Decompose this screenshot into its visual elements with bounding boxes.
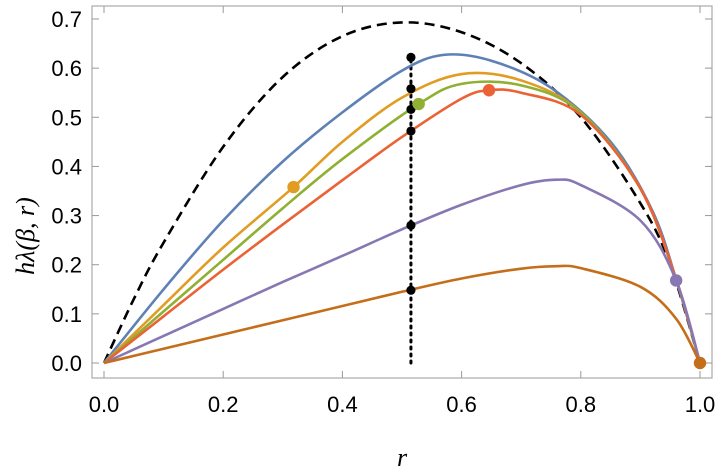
series-line-1	[102, 53, 702, 364]
y-tick-label: 0.3	[51, 204, 82, 229]
y-tick-label: 0.5	[51, 105, 82, 130]
x-tick-label: 0.0	[89, 392, 120, 417]
y-tick-label: 0.2	[51, 253, 82, 278]
data-points	[287, 52, 707, 370]
black-point	[406, 84, 416, 94]
x-tick-label: 0.6	[446, 392, 477, 417]
plot-border	[91, 5, 713, 379]
black-point	[406, 52, 416, 62]
series-line-5	[103, 178, 702, 365]
series-line-4	[103, 88, 702, 365]
x-tick-label: 0.4	[327, 392, 358, 417]
colored-point	[287, 180, 300, 194]
black-point	[406, 220, 416, 230]
black-point	[406, 126, 416, 136]
x-tick-label: 0.8	[566, 392, 597, 417]
colored-point	[412, 97, 425, 111]
y-tick-label: 0.6	[51, 56, 82, 81]
envelope-dashed-line	[102, 21, 702, 364]
y-tick-label: 0.0	[51, 351, 82, 376]
x-tick-label: 1.0	[685, 392, 716, 417]
y-axis-title: hλ(β, r)	[11, 197, 40, 275]
series-line-6	[103, 264, 702, 365]
series-line-3	[103, 80, 702, 364]
plot-frame	[91, 5, 713, 379]
y-tick-label: 0.7	[51, 7, 82, 32]
black-point	[406, 285, 416, 295]
y-tick-label: 0.4	[51, 154, 82, 179]
colored-point	[693, 356, 707, 370]
x-tick-label: 0.2	[208, 392, 239, 417]
black-point	[406, 104, 416, 115]
x-axis-title: r	[397, 443, 408, 472]
colored-point	[669, 274, 683, 287]
y-tick-label: 0.1	[51, 302, 82, 327]
axis-ticks: 0.0 0.2 0.4 0.6 0.8 1.0 0.0 0.1 0.2 0.3 0.4 0.5 0.6 0…	[51, 6, 715, 417]
colored-point	[482, 84, 496, 97]
series-lines	[102, 21, 702, 365]
